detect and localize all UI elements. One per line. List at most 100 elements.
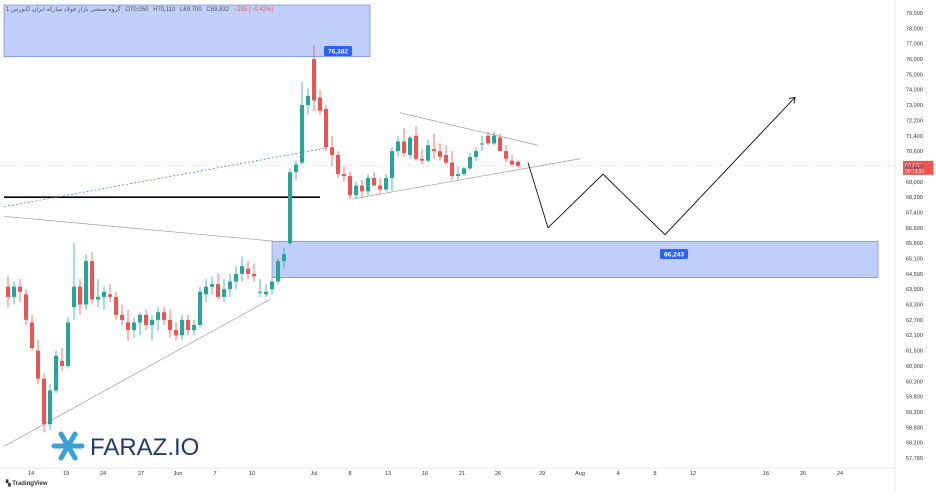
candle-body: [270, 281, 274, 290]
tradingview-logo-icon: ▚: [6, 481, 13, 487]
candle-body: [234, 273, 238, 282]
candle: [108, 284, 112, 302]
candle: [60, 348, 64, 372]
candle-body: [282, 254, 286, 262]
candle: [30, 314, 34, 351]
x-tick-label: 19: [63, 471, 69, 477]
x-tick-label: 4: [616, 471, 619, 477]
candle: [198, 286, 202, 328]
candle: [330, 135, 334, 167]
peak-price-label: 76,382: [324, 46, 352, 56]
candle-body: [480, 143, 484, 145]
candle-body: [462, 168, 466, 175]
candle-body: [396, 141, 400, 152]
descending-trendline: [3, 215, 276, 242]
candle: [162, 307, 166, 326]
target-price-label-text: 66,243: [664, 252, 684, 259]
x-tick-label: 29: [539, 471, 545, 477]
candle-body: [420, 158, 424, 161]
candle: [24, 289, 28, 326]
y-tick-label: 58,800: [906, 425, 923, 431]
candle-body: [354, 185, 358, 196]
candle: [456, 166, 460, 180]
y-tick-label: 74,000: [906, 88, 923, 94]
candle-body: [138, 314, 142, 323]
candle: [354, 181, 358, 200]
y-tick-label: 57,780: [906, 456, 923, 462]
candle: [312, 45, 316, 111]
candle-body: [444, 154, 448, 163]
candle: [12, 281, 16, 305]
candle: [18, 278, 22, 302]
candle: [336, 151, 340, 178]
tradingview-brand[interactable]: ▚ TradingView: [6, 480, 48, 487]
candle: [168, 309, 172, 338]
candle: [222, 278, 226, 302]
candle: [252, 263, 256, 282]
ohlc-close: C69,832: [206, 7, 230, 13]
candle-body: [210, 284, 214, 287]
candle-body: [114, 296, 118, 315]
candle-body: [84, 261, 88, 305]
candle: [450, 151, 454, 180]
x-tick-label: Aug: [575, 471, 585, 477]
candle-body: [438, 151, 442, 157]
ohlc-open: O70,050: [125, 7, 149, 13]
y-tick-label: 75,000: [906, 72, 923, 78]
candle-body: [60, 360, 64, 366]
zones-layer: [3, 4, 879, 278]
peak-price-label-bg: [324, 46, 352, 56]
y-tick-label: 69,000: [906, 180, 923, 186]
candle-body: [42, 378, 46, 425]
y-tick-label: 78,000: [906, 26, 923, 32]
candle-body: [276, 261, 280, 282]
candle: [126, 309, 130, 341]
candle-body: [96, 296, 100, 300]
candle-body: [300, 105, 304, 163]
candle-body: [342, 174, 346, 177]
candle-body: [306, 95, 310, 106]
asterisk-logo-icon: [51, 431, 85, 461]
symbol-title: بورس 1D گروه صنعتی بازار فولاد مبارکه ای…: [6, 7, 121, 13]
candle: [264, 284, 268, 297]
candle: [138, 312, 142, 336]
candle-body: [384, 177, 388, 190]
candle: [360, 179, 364, 198]
candle-body: [72, 286, 76, 308]
candle: [378, 177, 382, 194]
y-tick-label: 60,300: [906, 379, 923, 385]
demand-zone: [271, 240, 879, 278]
x-tick-label: Jun: [174, 471, 183, 477]
y-tick-label: 60,900: [906, 364, 923, 370]
candle: [300, 82, 304, 165]
candle-body: [318, 97, 322, 111]
y-tick-label: 59,800: [906, 395, 923, 401]
candle: [234, 266, 238, 290]
candle: [504, 145, 508, 163]
projection-layer: [527, 96, 796, 236]
ohlc-high: H70,110: [153, 7, 176, 13]
candle: [204, 278, 208, 302]
candle: [426, 139, 430, 163]
x-tick-label: 21: [459, 471, 465, 477]
candle-body: [186, 319, 190, 331]
candle-body: [330, 147, 334, 155]
candle: [420, 149, 424, 165]
candle-body: [312, 59, 316, 101]
candle-body: [432, 149, 436, 152]
candle: [474, 147, 478, 161]
x-tick-label: 16: [763, 471, 769, 477]
target-price-label: 66,243: [660, 249, 688, 259]
candle: [348, 172, 352, 200]
candle: [42, 373, 46, 433]
candles-layer: [6, 45, 520, 433]
candle-body: [498, 137, 502, 152]
y-tick-label: 73,000: [906, 103, 923, 109]
candle: [174, 322, 178, 341]
candle: [276, 258, 280, 285]
candle: [210, 276, 214, 295]
candle: [246, 261, 250, 279]
